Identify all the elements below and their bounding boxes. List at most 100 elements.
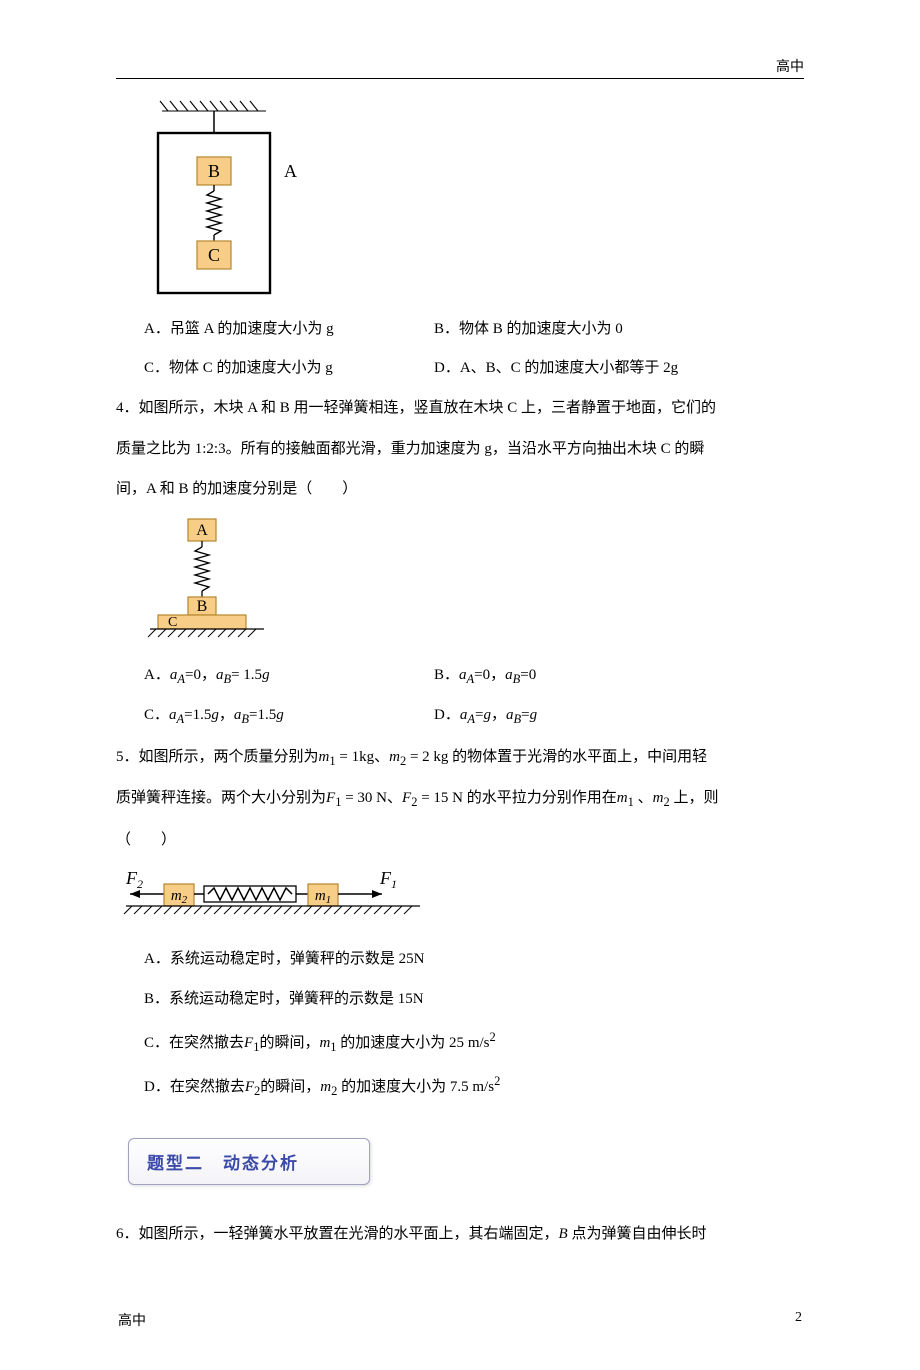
q4-stem-line2: 质量之比为 1:2:3。所有的接触面都光滑，重力加速度为 g，当沿水平方向抽出木… — [116, 432, 804, 467]
t: = — [521, 707, 529, 723]
q3-optC-text: C．物体 C 的加速度大小为 g — [144, 360, 333, 376]
t: m — [653, 790, 664, 806]
t: A — [177, 712, 185, 726]
q4-stem-line3: 间，A 和 B 的加速度分别是（ ） — [116, 472, 804, 507]
q4-label-B: B — [197, 598, 208, 615]
q5-optB: B．系统运动稳定时，弹簧秤的示数是 15N — [144, 982, 804, 1017]
q3-optD: D．A、B、C 的加速度大小都等于 2g — [434, 352, 678, 385]
q3-label-C: C — [208, 245, 220, 265]
t: =0， — [474, 667, 505, 683]
footer: 高中 2 — [116, 1310, 804, 1330]
t: 上，则 — [670, 790, 719, 806]
t: B — [241, 712, 249, 726]
q4-optB: B．aA=0，aB=0 — [434, 659, 536, 694]
t: g — [276, 707, 284, 723]
t: ， — [219, 707, 234, 723]
t: = 15 — [417, 790, 452, 806]
t: = 2 — [406, 749, 433, 765]
t: =1.5 — [249, 707, 276, 723]
t: A — [177, 672, 185, 686]
t: 的加速度大小为 7.5 — [337, 1079, 472, 1095]
q4-options-row2: C．aA=1.5g，aB=1.5g D．aA=g，aB=g — [144, 699, 804, 734]
t: B — [559, 1226, 568, 1242]
q5-stem-line1: 5．如图所示，两个质量分别为m1 = 1kg、m2 = 2 kg 的物体置于光滑… — [116, 740, 804, 776]
t: 质弹簧秤连接。两个大小分别为 — [116, 790, 326, 806]
t: A — [467, 712, 475, 726]
q3-options-row2: C．物体 C 的加速度大小为 g D．A、B、C 的加速度大小都等于 2g — [144, 352, 804, 385]
q5-F1: F1 — [379, 868, 397, 891]
q3-optB: B．物体 B 的加速度大小为 0 — [434, 313, 623, 346]
t: g — [483, 707, 491, 723]
q3-figure: B C A — [144, 99, 804, 299]
t: D． — [434, 707, 460, 723]
t: m — [389, 749, 400, 765]
t: 2 — [494, 1074, 500, 1088]
t: kg — [359, 749, 374, 765]
q4-options-row1: A．aA=0，aB= 1.5g B．aA=0，aB=0 — [144, 659, 804, 694]
header-tag: 高中 — [776, 56, 804, 76]
t: C． — [144, 707, 169, 723]
q4-label-C: C — [168, 615, 177, 630]
t: 的物体置于光滑的水平面上，中间用轻 — [448, 749, 707, 765]
t: m/s — [472, 1079, 494, 1095]
t: 、 — [387, 790, 402, 806]
section-tag: 题型二 动态分析 — [128, 1138, 370, 1185]
t: 点为弹簧自由伸长时 — [568, 1226, 707, 1242]
q4-optA: A．aA=0，aB= 1.5g — [144, 659, 434, 694]
t: g — [211, 707, 219, 723]
t: 的加速度大小为 25 — [337, 1035, 468, 1051]
q3-optA: A．吊篮 A 的加速度大小为 g — [144, 313, 434, 346]
t: A． — [144, 667, 170, 683]
t: = 1.5 — [231, 667, 262, 683]
q4-optC: C．aA=1.5g，aB=1.5g — [144, 699, 434, 734]
t: 的瞬间， — [260, 1079, 320, 1095]
t: m — [319, 749, 330, 765]
t: g — [530, 707, 538, 723]
t: 5．如图所示，两个质量分别为 — [116, 749, 319, 765]
t: g — [262, 667, 270, 683]
t: 、 — [374, 749, 389, 765]
t: 2 — [490, 1030, 496, 1044]
q3-label-A: A — [284, 161, 297, 181]
footer-left: 高中 — [118, 1310, 146, 1330]
t: B — [223, 672, 231, 686]
t: N — [452, 790, 463, 806]
q5-stem-line3: （ ） — [116, 823, 804, 858]
t: =0， — [185, 667, 216, 683]
t: m — [617, 790, 628, 806]
t: a — [505, 667, 513, 683]
t: F — [326, 790, 335, 806]
q3-optB-text: B．物体 B 的加速度大小为 0 — [434, 321, 623, 337]
t: kg — [433, 749, 448, 765]
q3-options-row1: A．吊篮 A 的加速度大小为 g B．物体 B 的加速度大小为 0 — [144, 313, 804, 346]
q3-optA-text: A．吊篮 A 的加速度大小为 g — [144, 321, 334, 337]
q4-stem-line1: 4．如图所示，木块 A 和 B 用一轻弹簧相连，竖直放在木块 C 上，三者静置于… — [116, 391, 804, 426]
page: 高中 B — [0, 0, 920, 1370]
t: = 30 — [341, 790, 376, 806]
t: m — [319, 1035, 330, 1051]
q5-stem-line2: 质弹簧秤连接。两个大小分别为F1 = 30 N、F2 = 15 N 的水平拉力分… — [116, 781, 804, 817]
t: = 1 — [336, 749, 359, 765]
t: C．在突然撤去 — [144, 1035, 244, 1051]
q5-optA: A．系统运动稳定时，弹簧秤的示数是 25N — [144, 942, 804, 977]
t: a — [459, 667, 467, 683]
q3-optC: C．物体 C 的加速度大小为 g — [144, 352, 434, 385]
q4-figure: A B C — [144, 515, 804, 645]
t: ， — [491, 707, 506, 723]
footer-pageno: 2 — [795, 1310, 802, 1330]
top-rule — [116, 78, 804, 79]
t: =0 — [520, 667, 536, 683]
t: N — [376, 790, 387, 806]
t: a — [169, 707, 177, 723]
t: F — [245, 1079, 254, 1095]
t: 6．如图所示，一轻弹簧水平放置在光滑的水平面上，其右端固定， — [116, 1226, 559, 1242]
q5-figure: F2 m2 m1 F1 — [120, 866, 804, 928]
q5-optC: C．在突然撤去F1的瞬间，m1 的加速度大小为 25 m/s2 — [144, 1023, 804, 1062]
t: 的水平拉力分别作用在 — [463, 790, 617, 806]
q5-optD: D．在突然撤去F2的瞬间，m2 的加速度大小为 7.5 m/s2 — [144, 1067, 804, 1106]
t: m/s — [468, 1035, 490, 1051]
t: A — [467, 672, 475, 686]
t: B — [513, 712, 521, 726]
q6-stem: 6．如图所示，一轻弹簧水平放置在光滑的水平面上，其右端固定，B 点为弹簧自由伸长… — [116, 1217, 804, 1252]
q4-optD: D．aA=g，aB=g — [434, 699, 537, 734]
